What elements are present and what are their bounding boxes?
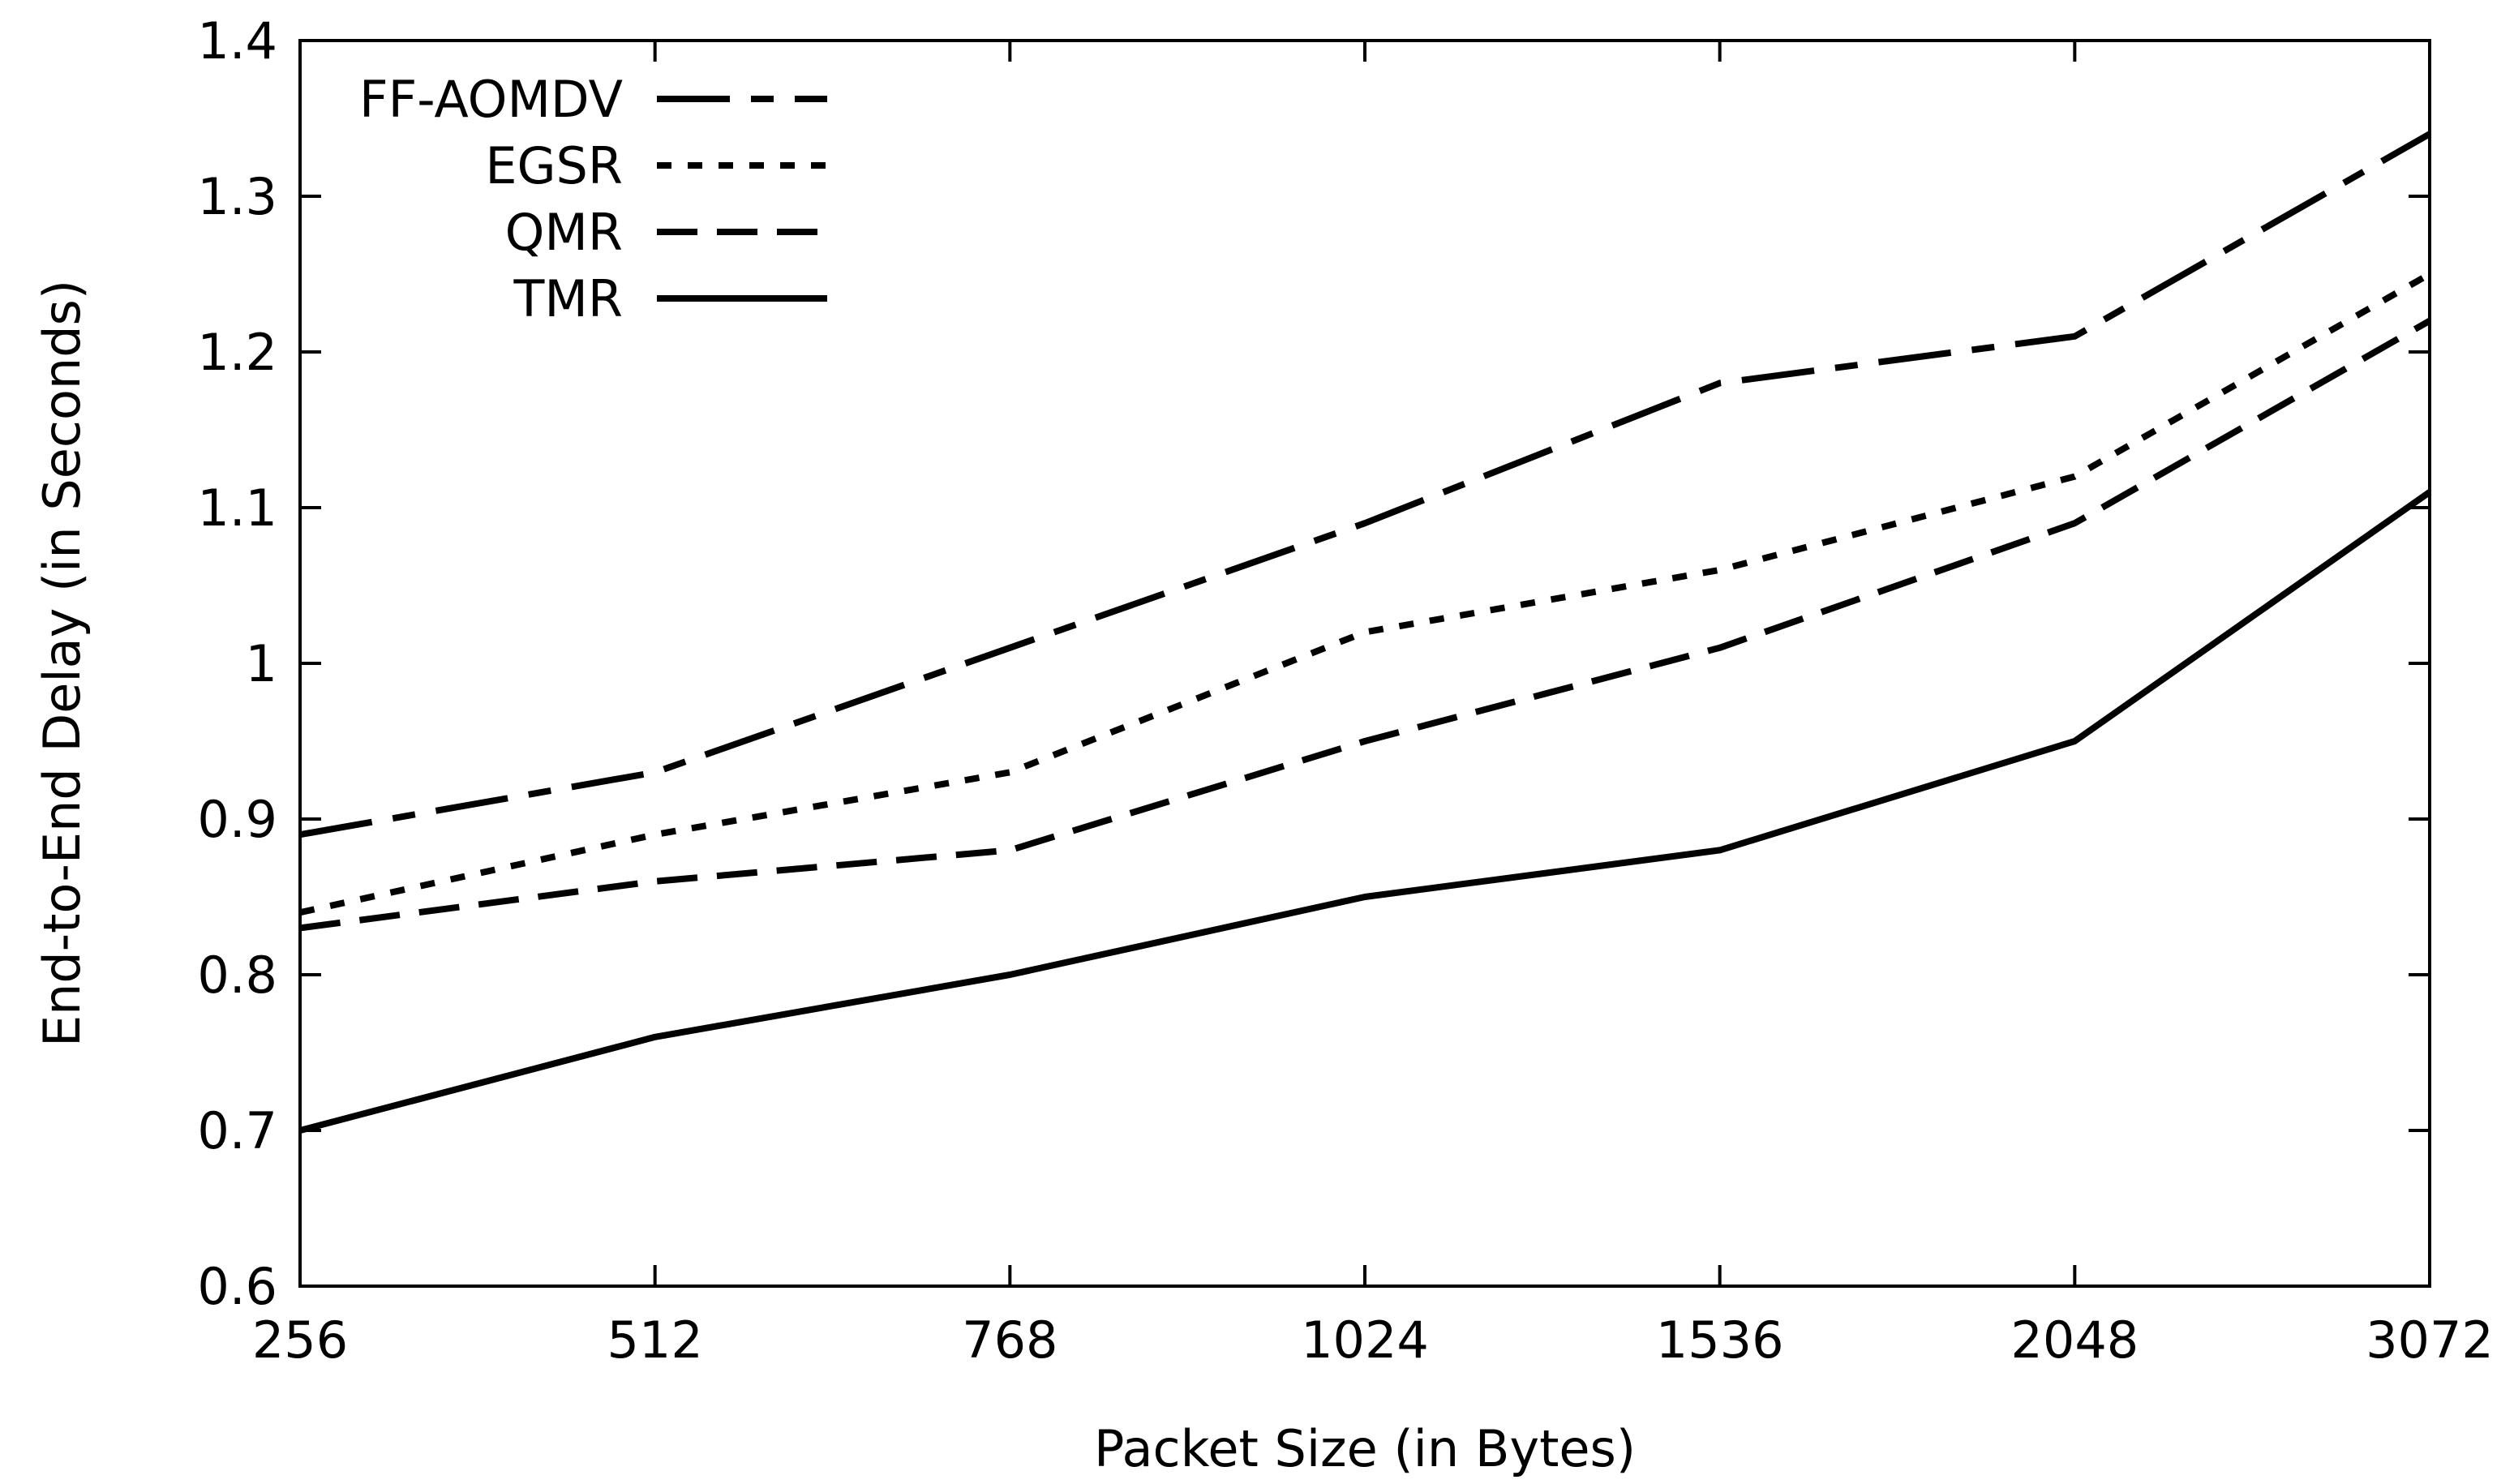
series-layer <box>298 131 2432 1134</box>
y-tick-label: 1.2 <box>197 323 277 382</box>
y-tick-label: 1.1 <box>197 478 277 538</box>
x-tick-label: 768 <box>962 1310 1058 1370</box>
y-tick-label: 1 <box>246 634 277 693</box>
y-tick-label: 0.9 <box>197 790 277 849</box>
y-tick-label: 0.7 <box>197 1101 277 1160</box>
x-tick-label: 2048 <box>2010 1310 2139 1370</box>
legend-label: FF-AOMDV <box>359 70 623 129</box>
series-line-egsr <box>299 271 2431 916</box>
x-tick-label: 1024 <box>1301 1310 1429 1370</box>
x-tick-label: 512 <box>607 1310 702 1370</box>
x-axis: 256 512 768 1024 1536 2048 3072 <box>252 41 2494 1370</box>
legend-label: QMR <box>505 203 623 262</box>
y-tick-label: 1.3 <box>197 167 277 226</box>
series-line-ff-aomdv <box>299 131 2431 839</box>
x-tick-label: 256 <box>252 1310 348 1370</box>
y-tick-label: 0.6 <box>197 1257 277 1316</box>
y-tick-label: 1.4 <box>197 11 277 71</box>
x-tick-label: 1536 <box>1656 1310 1784 1370</box>
series-line-qmr <box>299 318 2431 932</box>
series-line-tmr <box>298 489 2432 1134</box>
legend: FF-AOMDV EGSR QMR TMR <box>359 70 827 328</box>
legend-label: TMR <box>513 269 623 328</box>
legend-label: EGSR <box>485 136 623 195</box>
y-tick-label: 0.8 <box>197 946 277 1005</box>
x-tick-label: 3072 <box>2366 1310 2494 1370</box>
y-axis-label: End-to-End Delay (in Seconds) <box>32 280 92 1047</box>
x-axis-label: Packet Size (in Bytes) <box>1094 1419 1636 1478</box>
y-axis: 0.6 0.7 0.8 0.9 1 1.1 1.2 1.3 1.4 <box>197 11 2430 1316</box>
